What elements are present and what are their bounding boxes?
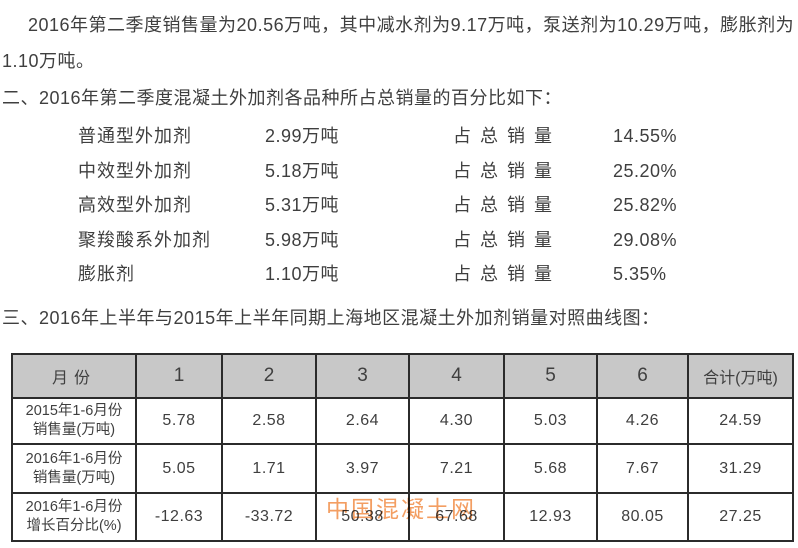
table-value-cell: 5.05 xyxy=(135,443,223,494)
admixture-name: 膨胀剂 xyxy=(78,264,135,284)
table-value-cell: 5.78 xyxy=(135,397,223,445)
admixture-name: 高效型外加剂 xyxy=(78,195,192,215)
table-row: 2016年1-6月份 销售量(万吨) 5.05 1.71 3.97 7.21 5.68 7.6… xyxy=(11,443,794,494)
share-list-row: 中效型外加剂 5.18万吨 占总销量 25.20% xyxy=(0,158,798,184)
admixture-name: 普通型外加剂 xyxy=(78,126,192,146)
intro-paragraph-line-1: 2016年第二季度销售量为20.56万吨，其中减水剂为9.17万吨，泵送剂为10… xyxy=(28,15,795,35)
watermark-text: 中国混凝土网 xyxy=(326,496,476,522)
share-percent-value: 5.35% xyxy=(613,264,667,284)
share-of-total-label: 占总销量 xyxy=(453,126,561,146)
table-value-cell: 50.38 xyxy=(315,492,410,542)
share-list-row: 普通型外加剂 2.99万吨 占总销量 14.55% xyxy=(0,123,798,149)
table-value-cell: 1.71 xyxy=(221,443,317,494)
table-row: 2015年1-6月份 销售量(万吨) 5.78 2.58 2.64 4.30 5.03 4.2… xyxy=(11,397,794,445)
share-of-total-label: 占总销量 xyxy=(453,229,561,250)
table-column-header: 2 xyxy=(221,353,317,399)
table-value-cell: 5.68 xyxy=(503,443,598,494)
intro-paragraph-line-2: 1.10万吨。 xyxy=(2,51,95,71)
admixture-name: 聚羧酸系外加剂 xyxy=(78,229,211,250)
share-of-total-label: 占总销量 xyxy=(453,264,561,284)
table-value-cell: 24.59 xyxy=(687,397,794,445)
admixture-volume: 1.10万吨 xyxy=(265,264,340,284)
section-3-heading: 三、2016年上半年与2015年上半年同期上海地区混凝土外加剂销量对照曲线图： xyxy=(2,308,660,328)
table-column-header: 5 xyxy=(503,353,598,399)
admixture-name: 中效型外加剂 xyxy=(78,160,192,181)
table-column-header: 4 xyxy=(408,353,505,399)
share-percent-value: 14.55% xyxy=(613,126,678,146)
admixture-volume: 5.18万吨 xyxy=(265,160,340,181)
share-percent-value: 25.82% xyxy=(613,195,678,215)
share-percent-value: 29.08% xyxy=(613,229,678,250)
admixture-volume: 2.99万吨 xyxy=(265,126,340,146)
admixture-volume: 5.98万吨 xyxy=(265,229,340,250)
table-value-cell: 5.03 xyxy=(503,397,598,445)
table-column-header: 合计(万吨) xyxy=(687,353,794,399)
table-value-cell: -12.63 xyxy=(135,492,223,542)
table-value-cell: 7.67 xyxy=(596,443,689,494)
table-value-cell: 4.26 xyxy=(596,397,689,445)
table-row: 2016年1-6月份 增长百分比(%) -12.63 -33.72 50.38 67.68… xyxy=(11,492,794,542)
table-row-label: 2016年1-6月份 销售量(万吨) xyxy=(11,443,137,494)
table-value-cell: 12.93 xyxy=(503,492,598,542)
table-column-header: 月份 xyxy=(11,353,137,399)
admixture-volume: 5.31万吨 xyxy=(265,195,340,215)
table-value-cell: 27.25 xyxy=(687,492,794,542)
table-value-cell: 2.58 xyxy=(221,397,317,445)
table-value-cell: 2.64 xyxy=(315,397,410,445)
share-percent-value: 25.20% xyxy=(613,160,678,181)
table-value-cell: 31.29 xyxy=(687,443,794,494)
table-value-cell: 3.97 xyxy=(315,443,410,494)
table-header-row: 月份 1 2 3 4 5 6 合计(万吨) xyxy=(11,353,794,399)
table-column-header: 1 xyxy=(135,353,223,399)
share-of-total-label: 占总销量 xyxy=(453,160,561,181)
table-row-label: 2016年1-6月份 增长百分比(%) xyxy=(11,492,137,542)
share-list-row: 膨胀剂 1.10万吨 占总销量 5.35% xyxy=(0,261,798,287)
table-value-cell: 67.68 xyxy=(408,492,505,542)
table-value-cell: -33.72 xyxy=(221,492,317,542)
table-value-cell: 4.30 xyxy=(408,397,505,445)
share-list-row: 高效型外加剂 5.31万吨 占总销量 25.82% xyxy=(0,192,798,218)
share-of-total-label: 占总销量 xyxy=(453,195,561,215)
table-value-cell: 80.05 xyxy=(596,492,689,542)
table-column-header: 3 xyxy=(315,353,410,399)
table-value-cell: 7.21 xyxy=(408,443,505,494)
sales-comparison-table: 月份 1 2 3 4 5 6 合计(万吨) 2015年1-6月份 销售量(万吨) 5.78 2.58… xyxy=(11,353,794,542)
table-column-header: 6 xyxy=(596,353,689,399)
share-list-row: 聚羧酸系外加剂 5.98万吨 占总销量 29.08% xyxy=(0,227,798,253)
table-row-label: 2015年1-6月份 销售量(万吨) xyxy=(11,397,137,445)
section-2-heading: 二、2016年第二季度混凝土外加剂各品种所占总销量的百分比如下： xyxy=(2,88,563,108)
